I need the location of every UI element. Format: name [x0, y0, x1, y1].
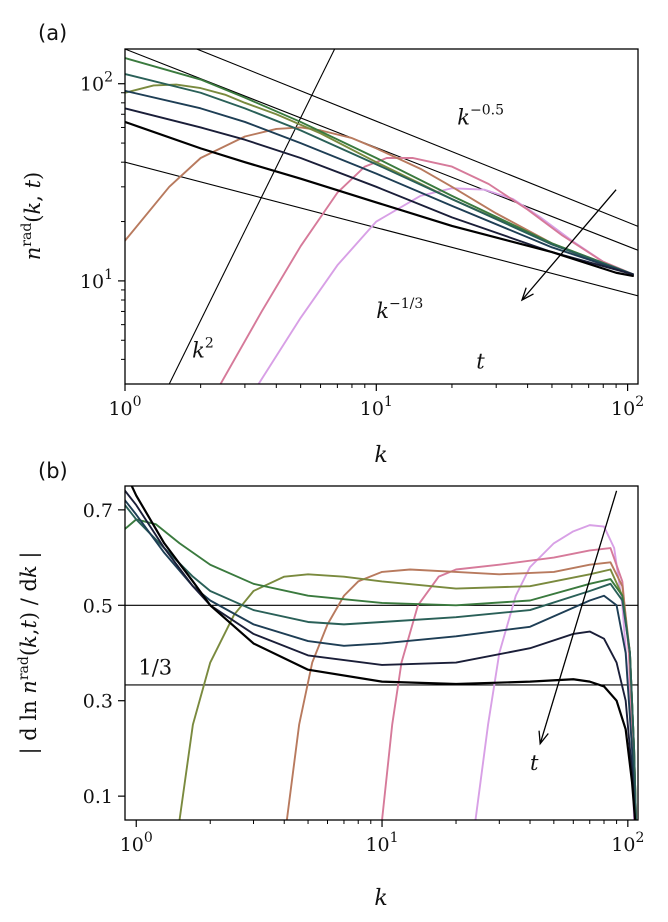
time-arrow-head [538, 730, 549, 746]
reference-line-4 [168, 49, 336, 384]
series-line-5 [125, 57, 634, 276]
y-tick-label-1: 0.1 [83, 786, 113, 808]
time-arrow [538, 490, 618, 746]
reference-line-1 [195, 49, 638, 227]
y-tick-label-4: 0.7 [83, 500, 113, 522]
series-line-1 [257, 187, 634, 384]
panel-b: 100 101 102 0.1 0.3 0.5 0.7 (b) k | d ln nrad(k,t… [16, 459, 644, 911]
series-line-8 [125, 107, 634, 276]
annotation-1: 1/3 [138, 655, 172, 679]
series-line-5 [125, 518, 637, 820]
panel-label: (a) [38, 21, 67, 45]
series-line-9 [130, 486, 637, 820]
annotation-2: t [530, 751, 539, 775]
x-tick-label-3: 102 [611, 394, 644, 420]
time-arrow-shaft [521, 189, 617, 301]
x-tick-label-2: 101 [365, 830, 398, 856]
series-line-7 [125, 89, 634, 276]
annotation-4: t [476, 349, 485, 373]
y-axis-label: nrad(k, t) [19, 172, 45, 261]
series-line-7 [125, 499, 636, 820]
plot-area [125, 486, 638, 820]
x-axis-label: k [374, 443, 387, 468]
series-line-6 [125, 73, 634, 276]
axes-frame [124, 485, 639, 821]
time-arrow-head [520, 287, 534, 302]
series-line-6 [125, 504, 637, 820]
series-line-9 [125, 120, 635, 278]
y-tick-label-2: 102 [80, 70, 113, 96]
x-tick-label-3: 102 [611, 830, 644, 856]
y-tick-label-2: 0.3 [83, 691, 113, 713]
x-tick-label-1: 100 [108, 394, 141, 420]
annotation-3: k2 [192, 335, 214, 362]
axes-frame [124, 48, 639, 385]
time-arrow-shaft [539, 490, 618, 744]
reference-line-3 [125, 161, 638, 297]
time-arrow [520, 189, 617, 302]
panel-a: 100 101 102 101 102 (a) k nrad(k, t) k−0.5 k−1/3 k… [19, 21, 644, 468]
y-axis-label: | d ln nrad(k,t) / dk | [16, 552, 42, 755]
series-line-8 [125, 489, 636, 820]
plot-area [125, 49, 638, 384]
annotation-2: k−1/3 [376, 296, 423, 323]
annotation-1: k−0.5 [457, 103, 504, 130]
series-line-2 [219, 157, 634, 384]
x-tick-label-1: 100 [120, 830, 153, 856]
y-tick-label-3: 0.5 [83, 595, 113, 617]
y-tick-label-1: 101 [80, 267, 113, 293]
series-line-3 [125, 126, 634, 276]
x-axis-label: k [374, 886, 387, 911]
x-tick-label-2: 101 [360, 394, 393, 420]
panel-label: (b) [38, 459, 68, 483]
